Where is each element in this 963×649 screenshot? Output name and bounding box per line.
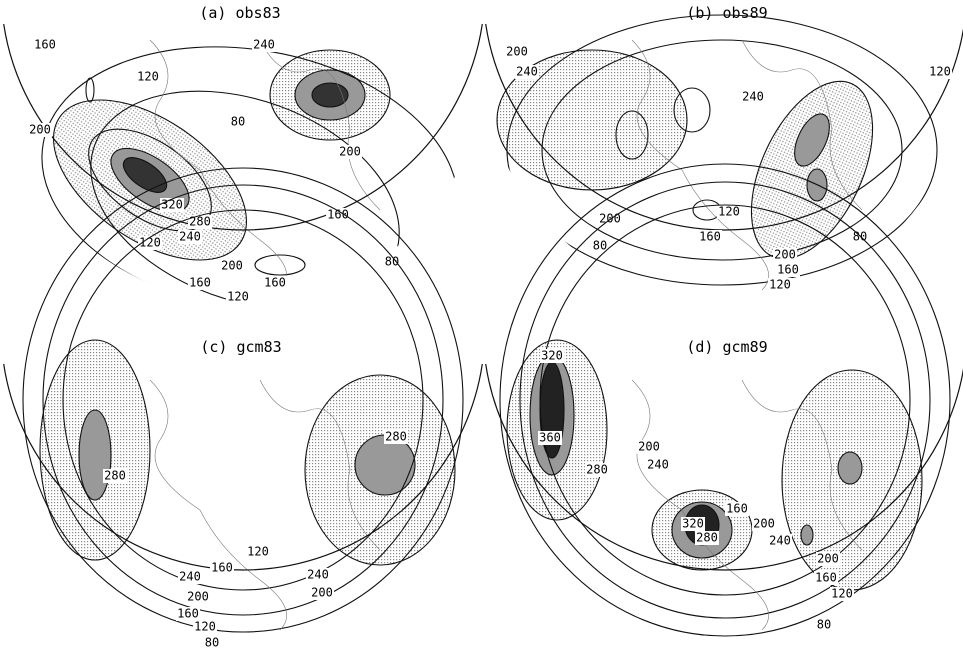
contour-label: 240 bbox=[742, 90, 764, 104]
contour-label: 160 bbox=[327, 208, 349, 222]
contour-label: 120 bbox=[769, 278, 791, 292]
contour-label: 120 bbox=[929, 65, 951, 79]
contour-label: 160 bbox=[699, 230, 721, 244]
panel-title: (a) obs83 bbox=[199, 4, 280, 22]
contour-label: 80 bbox=[593, 239, 607, 253]
contour-label: 200 bbox=[774, 248, 796, 262]
contour-label: 80 bbox=[817, 618, 831, 632]
contour-label: 200 bbox=[29, 123, 51, 137]
contour-label: 200 bbox=[506, 45, 528, 59]
contour-label: 240 bbox=[769, 534, 791, 548]
contour-label: 80 bbox=[231, 115, 245, 129]
panel-title: (b) obs89 bbox=[686, 4, 767, 22]
contour-label: 160 bbox=[34, 38, 56, 52]
contour-label: 240 bbox=[516, 65, 538, 79]
contour-label: 360 bbox=[539, 431, 561, 445]
contour-label: 240 bbox=[647, 458, 669, 472]
contour-label: 280 bbox=[104, 469, 126, 483]
contour-label: 200 bbox=[817, 552, 839, 566]
contour-label: 240 bbox=[179, 570, 201, 584]
contour bbox=[312, 83, 348, 107]
contour-label: 160 bbox=[211, 561, 233, 575]
contour-label: 240 bbox=[179, 230, 201, 244]
contour-label: 320 bbox=[682, 517, 704, 531]
contour-label: 120 bbox=[718, 205, 740, 219]
contour-label: 200 bbox=[187, 590, 209, 604]
contour-label: 280 bbox=[385, 430, 407, 444]
contour bbox=[801, 525, 813, 545]
contour-label: 280 bbox=[189, 215, 211, 229]
contour-label: 320 bbox=[541, 349, 563, 363]
contour-label: 160 bbox=[815, 571, 837, 585]
panel-title: (d) gcm89 bbox=[686, 338, 767, 356]
contour-label: 120 bbox=[194, 620, 216, 634]
contour-label: 200 bbox=[221, 259, 243, 273]
contour-label: 200 bbox=[638, 440, 660, 454]
contour-label: 240 bbox=[307, 568, 329, 582]
contour-label: 120 bbox=[137, 70, 159, 84]
contour bbox=[838, 452, 862, 484]
contour-label: 280 bbox=[586, 463, 608, 477]
contour-label: 200 bbox=[339, 145, 361, 159]
contour-label: 160 bbox=[777, 263, 799, 277]
contour-label: 200 bbox=[599, 212, 621, 226]
contour bbox=[79, 410, 111, 500]
contour-label: 160 bbox=[189, 276, 211, 290]
contour-label: 200 bbox=[311, 586, 333, 600]
contour-label: 80 bbox=[205, 636, 219, 649]
panel-title: (c) gcm83 bbox=[200, 338, 281, 356]
contour-label: 120 bbox=[227, 290, 249, 304]
contour-label: 320 bbox=[161, 198, 183, 212]
contour-label: 240 bbox=[253, 38, 275, 52]
contour-label: 120 bbox=[831, 587, 853, 601]
contour-label: 160 bbox=[726, 502, 748, 516]
figure: (a) obs83 (b) obs89 (c) gcm83 (d) gcm89 … bbox=[0, 0, 963, 649]
contour-label: 200 bbox=[753, 517, 775, 531]
contour-label: 160 bbox=[264, 276, 286, 290]
contour-label: 160 bbox=[177, 607, 199, 621]
contour-label: 120 bbox=[247, 545, 269, 559]
contour-label: 280 bbox=[696, 531, 718, 545]
